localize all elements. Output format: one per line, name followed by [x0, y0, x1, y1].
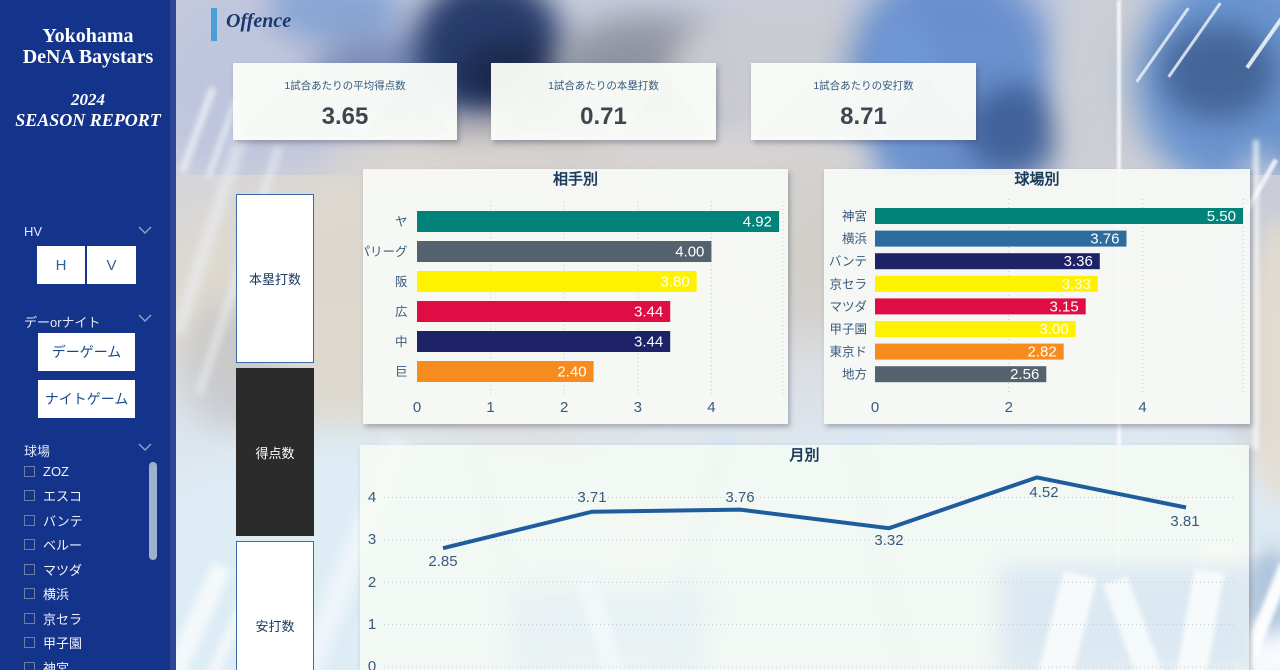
svg-text:5.50: 5.50	[1207, 208, 1236, 225]
svg-text:3.44: 3.44	[634, 304, 663, 321]
svg-text:3.33: 3.33	[1062, 276, 1091, 293]
svg-text:京セラ: 京セラ	[829, 277, 867, 291]
svg-text:4: 4	[1138, 399, 1146, 416]
svg-text:2.82: 2.82	[1027, 344, 1056, 361]
svg-text:2: 2	[560, 399, 568, 416]
svg-text:3: 3	[634, 399, 642, 416]
svg-text:3: 3	[368, 531, 376, 548]
svg-text:3.81: 3.81	[1170, 513, 1199, 530]
svg-text:3.15: 3.15	[1049, 298, 1078, 315]
svg-text:1: 1	[368, 616, 376, 633]
svg-text:3.80: 3.80	[660, 274, 689, 291]
svg-text:神宮: 神宮	[842, 209, 867, 224]
svg-text:2.56: 2.56	[1010, 366, 1039, 383]
svg-text:広: 広	[395, 305, 408, 319]
svg-text:2.85: 2.85	[428, 553, 457, 570]
svg-text:バンテ: バンテ	[829, 255, 867, 269]
svg-text:中: 中	[395, 334, 408, 349]
svg-text:1: 1	[486, 399, 494, 416]
svg-text:3.36: 3.36	[1064, 253, 1093, 270]
svg-text:4.00: 4.00	[675, 244, 704, 261]
svg-text:3.44: 3.44	[634, 334, 663, 351]
svg-text:2: 2	[1005, 399, 1013, 416]
svg-text:0: 0	[413, 399, 421, 416]
svg-text:3.00: 3.00	[1039, 321, 1068, 338]
svg-text:マツダ: マツダ	[829, 299, 867, 314]
svg-text:0: 0	[871, 399, 879, 416]
svg-text:横浜: 横浜	[842, 232, 867, 246]
svg-text:2: 2	[368, 574, 376, 591]
svg-text:3.76: 3.76	[725, 489, 754, 506]
svg-text:東京ド: 東京ド	[829, 345, 867, 359]
svg-text:3.76: 3.76	[1090, 231, 1119, 248]
svg-text:阪: 阪	[395, 275, 408, 289]
svg-text:3.71: 3.71	[577, 489, 606, 506]
svg-text:甲子園: 甲子園	[829, 323, 867, 337]
svg-text:3.32: 3.32	[874, 532, 903, 549]
svg-text:ヤ: ヤ	[395, 215, 408, 229]
svg-text:0: 0	[368, 658, 376, 670]
svg-text:4: 4	[707, 399, 715, 416]
svg-text:2.40: 2.40	[557, 364, 586, 381]
svg-text:4.92: 4.92	[743, 214, 772, 231]
svg-text:巨: 巨	[395, 365, 408, 379]
svg-text:パリーグ: パリーグ	[363, 245, 408, 259]
svg-text:4: 4	[368, 489, 376, 506]
svg-text:4.52: 4.52	[1029, 484, 1058, 501]
svg-text:地方: 地方	[842, 367, 867, 382]
